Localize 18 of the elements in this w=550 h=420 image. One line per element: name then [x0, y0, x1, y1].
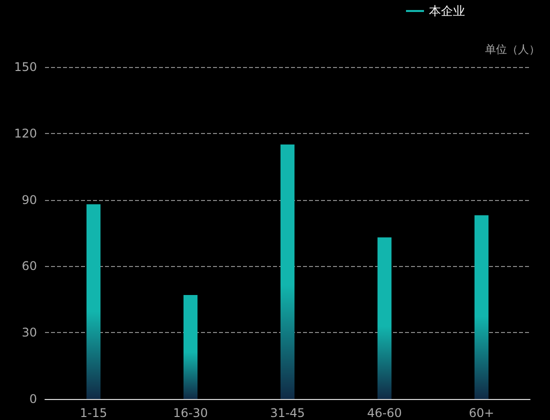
- x-tick-label: 16-30: [173, 406, 208, 420]
- bar: [184, 294, 198, 399]
- bar: [280, 144, 294, 399]
- y-tick-label: 150: [14, 60, 37, 74]
- bar: [86, 204, 100, 399]
- legend-label: 本企业: [429, 4, 465, 18]
- y-tick-label: 60: [22, 259, 37, 274]
- x-tick-label: 60+: [468, 406, 494, 420]
- y-tick-label: 120: [14, 126, 37, 140]
- bar: [474, 215, 488, 399]
- bar: [378, 237, 392, 399]
- x-tick-label: 31-45: [270, 406, 305, 420]
- y-tick-label: 30: [22, 326, 37, 340]
- x-tick-label: 46-60: [367, 406, 402, 420]
- y-tick-label: 0: [29, 392, 37, 406]
- y-tick-label: 90: [22, 192, 37, 207]
- x-tick-label: 1-15: [80, 406, 108, 420]
- y-axis-title: 单位（人）: [485, 43, 540, 56]
